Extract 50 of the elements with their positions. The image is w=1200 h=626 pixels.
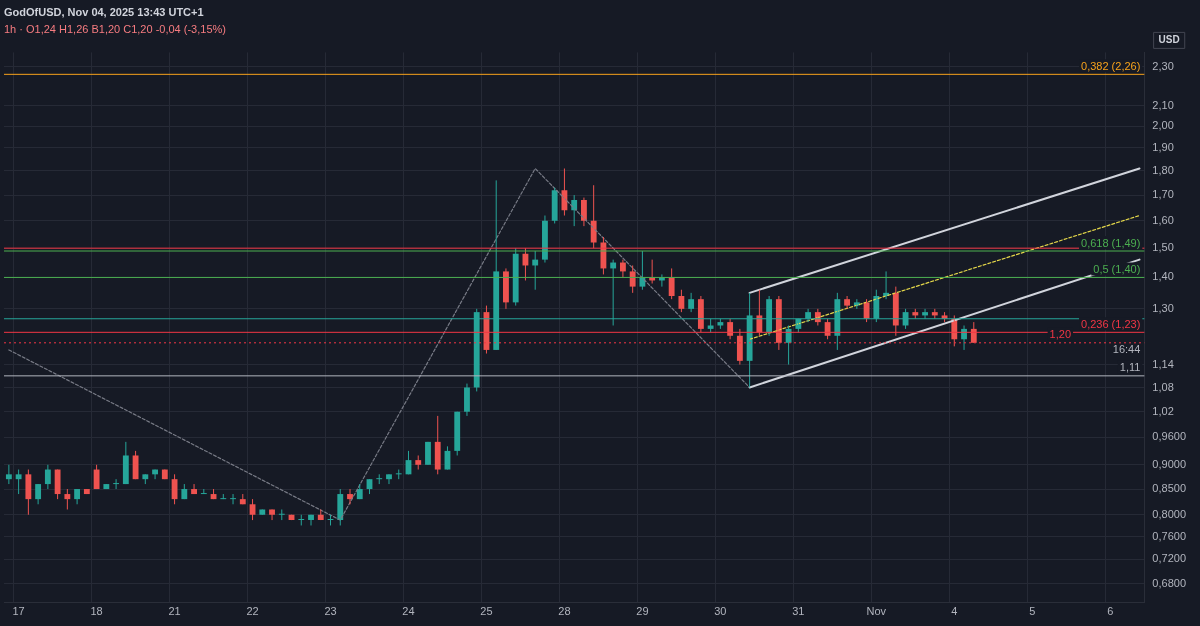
- x-tick-label: 28: [558, 605, 571, 618]
- y-tick-label: 1,90: [1152, 140, 1174, 153]
- candlestick: [288, 514, 295, 521]
- ref-line-label: 1,11: [1119, 361, 1141, 374]
- x-tick-label: 31: [792, 605, 805, 618]
- y-tick-label: 1,70: [1152, 188, 1174, 201]
- y-tick-label: 0,8000: [1152, 507, 1187, 520]
- x-tick-label: Nov: [866, 605, 887, 618]
- x-tick-label: 30: [714, 605, 727, 618]
- line-series: [8, 167, 751, 521]
- y-tick-label: 1,50: [1152, 241, 1174, 254]
- y-tick-label: 0,9600: [1152, 430, 1187, 443]
- ref-line-label: 1,20: [1049, 328, 1072, 341]
- y-tick-label: 0,9000: [1152, 457, 1187, 470]
- ref-line-label: 0,5 (1,40): [1093, 262, 1141, 275]
- x-tick-label: 5: [1029, 605, 1036, 618]
- chart-title: GodOfUSD, Nov 04, 2025 13:43 UTC+1: [4, 5, 204, 18]
- x-tick-label: 18: [90, 605, 103, 618]
- y-tick-label: 0,7600: [1152, 529, 1187, 542]
- x-tick-label: 22: [246, 605, 259, 618]
- candlestick: [259, 508, 266, 516]
- ref-line-label: 0,618 (1,49): [1081, 236, 1141, 249]
- x-tick-label: 24: [402, 605, 415, 618]
- y-tick-label: 1,60: [1152, 213, 1174, 226]
- y-tick-label: 1,08: [1152, 380, 1174, 393]
- x-tick-label: 6: [1107, 605, 1114, 618]
- x-tick-label: 4: [951, 605, 958, 618]
- x-tick-label: 21: [168, 605, 181, 618]
- x-tick-label: 17: [12, 605, 25, 618]
- y-tick-label: 0,8500: [1152, 482, 1187, 495]
- y-tick-label: 1,14: [1152, 357, 1174, 370]
- x-tick-label: 29: [636, 605, 649, 618]
- ref-line-label: 0,382 (2,26): [1081, 59, 1141, 72]
- y-tick-label: 0,7200: [1152, 552, 1187, 565]
- candlestick: [161, 469, 168, 480]
- candlestick: [415, 454, 422, 471]
- x-tick-label: 25: [480, 605, 493, 618]
- y-axis-title: USD: [1158, 34, 1180, 46]
- chart-subtitle: 1h · O1,24 H1,26 B1,20 C1,20 -0,04 (-3,15%): [4, 22, 226, 35]
- y-tick-label: 2,00: [1152, 119, 1174, 132]
- y-tick-label: 1,40: [1152, 270, 1174, 283]
- y-tick-label: 0,6800: [1152, 576, 1187, 589]
- ref-line-label: 0,236 (1,23): [1081, 317, 1141, 330]
- y-tick-label: 2,10: [1152, 98, 1174, 111]
- annotation: 16:44: [1112, 343, 1141, 356]
- y-tick-label: 2,30: [1152, 59, 1174, 72]
- y-tick-label: 1,30: [1152, 301, 1174, 314]
- y-tick-label: 1,80: [1152, 163, 1174, 176]
- x-tick-label: 23: [324, 605, 337, 618]
- y-tick-label: 1,02: [1152, 404, 1174, 417]
